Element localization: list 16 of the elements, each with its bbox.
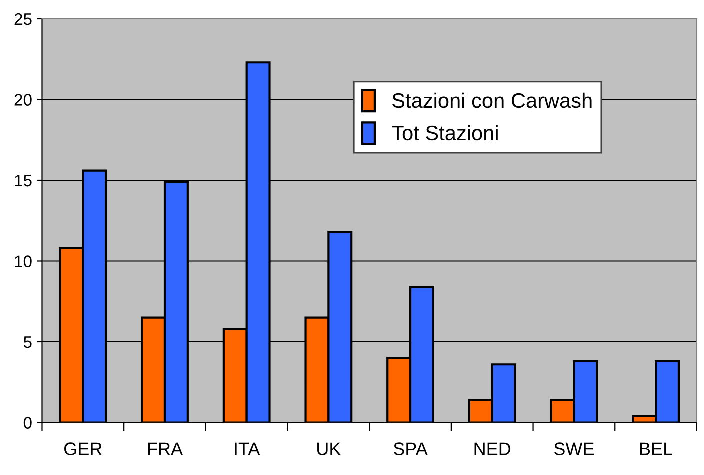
x-tick-label: UK <box>318 442 342 456</box>
y-tick-label: 25 <box>14 13 32 26</box>
legend-label: Tot Stazioni <box>392 125 498 141</box>
x-tick-label: SPA <box>394 442 428 456</box>
x-tick-label: FRA <box>148 442 184 456</box>
y-tick-label: 5 <box>24 336 32 348</box>
x-tick-label: NED <box>474 442 511 456</box>
legend-label: Stazioni con Carwash <box>392 92 592 108</box>
x-tick-label: SWE <box>554 442 594 456</box>
y-tick-label: 0 <box>24 417 32 429</box>
x-tick-label: GER <box>64 442 102 456</box>
x-tick-label: BEL <box>640 442 673 456</box>
y-tick-label: 15 <box>15 175 32 187</box>
y-tick-label: 20 <box>14 94 32 106</box>
x-tick-label: ITA <box>235 442 260 456</box>
y-tick-label: 10 <box>15 256 32 268</box>
